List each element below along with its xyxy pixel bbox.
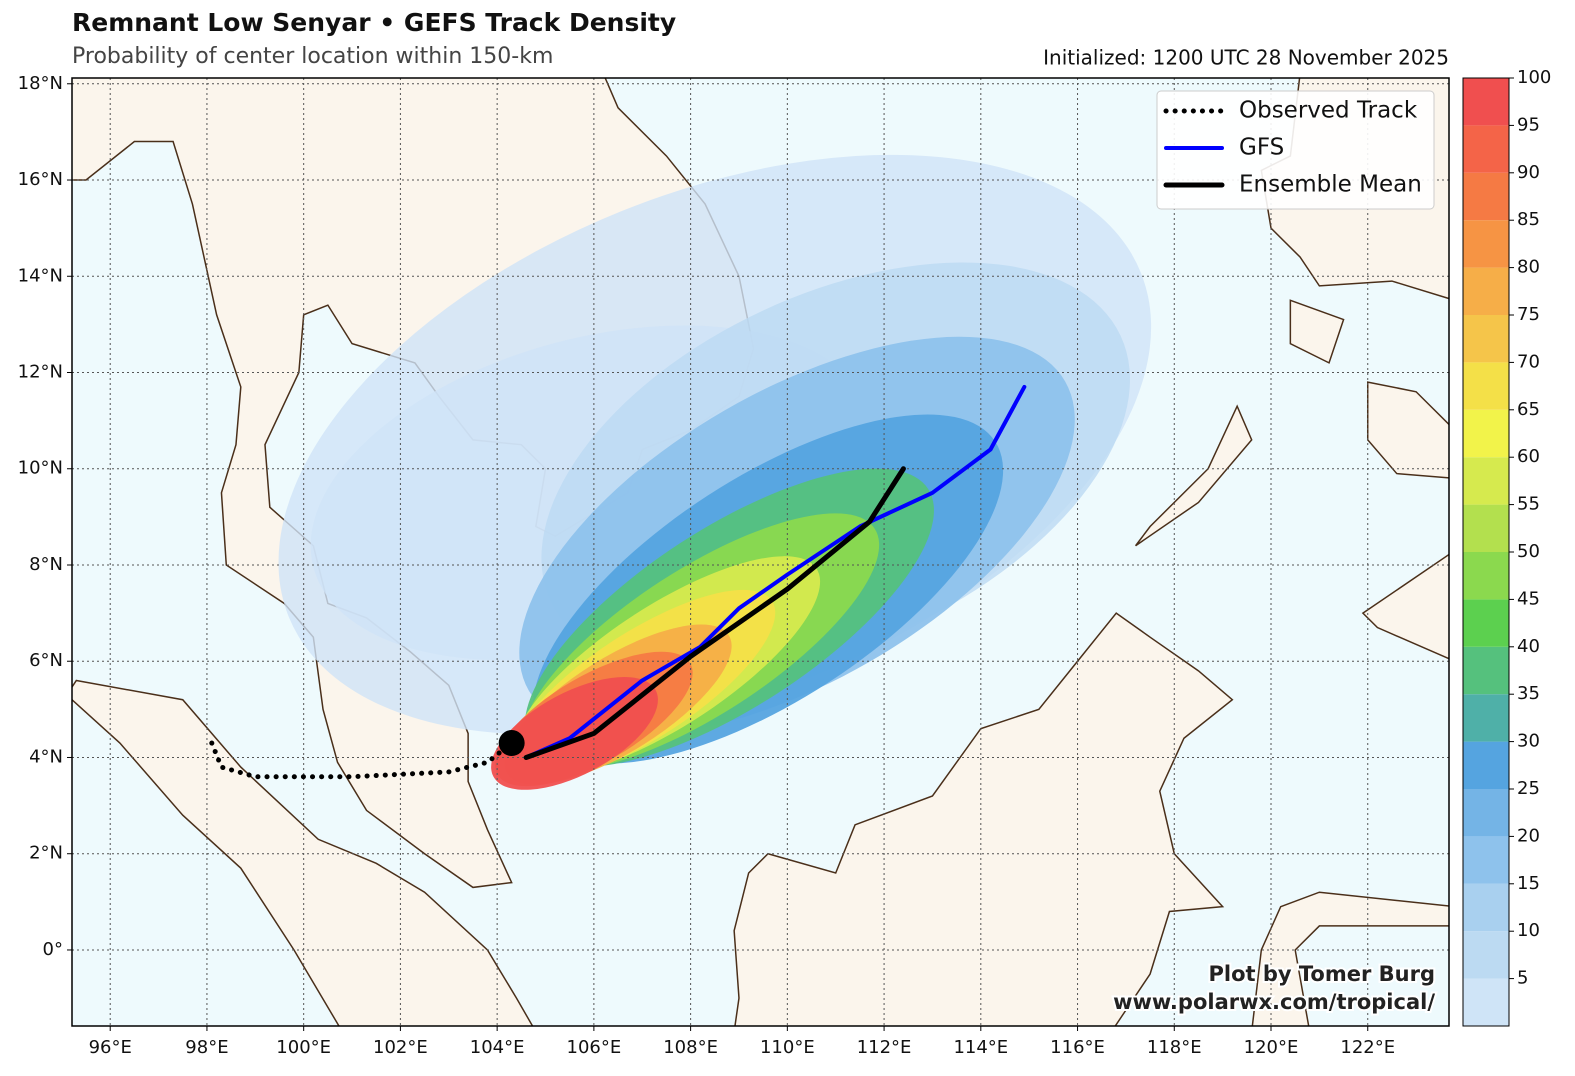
colorbar-bin: [1463, 362, 1509, 410]
colorbar-tick-label: 100: [1517, 67, 1551, 88]
legend-label: Ensemble Mean: [1239, 172, 1422, 198]
x-tick-label: 102°E: [373, 1037, 428, 1058]
y-tick-label: 8°N: [29, 554, 63, 575]
colorbar-bin: [1463, 504, 1509, 552]
colorbar-tick-label: 75: [1517, 304, 1540, 325]
colorbar-bin: [1463, 741, 1509, 789]
credit-url: www.polarwx.com/tropical/: [1113, 990, 1435, 1014]
colorbar-bin: [1463, 836, 1509, 884]
x-tick-label: 112°E: [857, 1037, 912, 1058]
chart-subtitle: Probability of center location within 15…: [72, 44, 553, 69]
colorbar-bin: [1463, 978, 1509, 1026]
colorbar-bin: [1463, 599, 1509, 647]
chart-title: Remnant Low Senyar • GEFS Track Density: [72, 8, 676, 37]
colorbar-bin: [1463, 125, 1509, 173]
x-tick-label: 108°E: [663, 1037, 718, 1058]
colorbar-tick-label: 25: [1517, 778, 1540, 799]
y-tick-label: 0°: [43, 939, 63, 960]
init-time: Initialized: 1200 UTC 28 November 2025: [1043, 46, 1449, 70]
y-tick-label: 4°N: [29, 746, 63, 767]
x-tick-label: 118°E: [1147, 1037, 1202, 1058]
landmass: [1134, 404, 1253, 547]
legend-box: [1156, 90, 1435, 210]
landmass: [733, 612, 1234, 1026]
x-tick-label: 110°E: [760, 1037, 815, 1058]
colorbar-bin: [1463, 931, 1509, 979]
colorbar-bin: [1463, 457, 1509, 505]
colorbar-tick-label: 90: [1517, 162, 1540, 183]
colorbar-bin: [1463, 78, 1509, 126]
y-tick-label: 14°N: [18, 265, 63, 286]
colorbar-bin: [1463, 172, 1509, 221]
x-tick-label: 104°E: [470, 1037, 525, 1058]
colorbar-bin: [1463, 646, 1509, 695]
colorbar-bin: [1463, 789, 1509, 837]
colorbar-tick-label: 50: [1517, 541, 1540, 562]
colorbar-bin: [1463, 267, 1509, 315]
track-line: [523, 466, 906, 760]
colorbar-bin: [1463, 694, 1509, 742]
legend-label: Observed Track: [1239, 98, 1418, 124]
colorbar-bin: [1463, 552, 1509, 600]
colorbar-bin: [1463, 409, 1509, 458]
colorbar-tick-label: 70: [1517, 351, 1540, 372]
y-tick-label: 16°N: [18, 169, 63, 190]
colorbar-bin: [1463, 315, 1509, 363]
x-tick-label: 96°E: [89, 1037, 132, 1058]
y-tick-label: 18°N: [18, 73, 63, 94]
current-position: [498, 730, 525, 757]
colorbar-tick-label: 40: [1517, 636, 1540, 657]
legend-label: GFS: [1239, 135, 1284, 161]
x-tick-label: 120°E: [1244, 1037, 1299, 1058]
x-tick-label: 116°E: [1050, 1037, 1105, 1058]
legend: Observed Track GFS Ensemble Mean: [1156, 90, 1435, 210]
colorbar-tick-label: 60: [1517, 446, 1540, 467]
y-tick-label: 10°N: [18, 458, 63, 479]
colorbar-tick-label: 5: [1517, 968, 1528, 989]
track-line: [524, 384, 1027, 760]
colorbar-tick-label: 45: [1517, 588, 1540, 609]
landmass: [1289, 299, 1345, 364]
colorbar: 5 10 15 20 25 30 35 40 45 50 55 60 65 70 75 80 85 90 95 100: [1462, 67, 1551, 1027]
colorbar-tick-label: 65: [1517, 399, 1540, 420]
colorbar-tick-label: 35: [1517, 683, 1540, 704]
x-tick-label: 122°E: [1340, 1037, 1395, 1058]
colorbar-tick-label: 15: [1517, 873, 1540, 894]
axes: 96°E 98°E 100°E 102°E 104°E 106°E 108°E 110°E 11…: [18, 73, 1395, 1058]
x-tick-label: 106°E: [567, 1037, 622, 1058]
colorbar-tick-label: 55: [1517, 494, 1540, 515]
credit: Plot by Tomer Burg: [1209, 962, 1436, 986]
landmass: [1361, 553, 1449, 660]
y-tick-label: 6°N: [29, 650, 63, 671]
x-tick-label: 114°E: [953, 1037, 1008, 1058]
map-frame: [71, 77, 1450, 1027]
colorbar-tick-label: 80: [1517, 257, 1540, 278]
y-tick-label: 12°N: [18, 362, 63, 383]
colorbar-tick-label: 20: [1517, 825, 1540, 846]
y-tick-label: 2°N: [29, 843, 63, 864]
tracks: [209, 384, 1027, 780]
colorbar-tick-label: 95: [1517, 114, 1540, 135]
colorbar-tick-label: 30: [1517, 731, 1540, 752]
x-tick-label: 100°E: [276, 1037, 331, 1058]
colorbar-tick-label: 85: [1517, 209, 1540, 230]
colorbar-bin: [1463, 883, 1509, 932]
x-tick-label: 98°E: [185, 1037, 228, 1058]
colorbar-bin: [1463, 220, 1509, 268]
colorbar-tick-label: 10: [1517, 920, 1540, 941]
grid: [72, 78, 1449, 1026]
track-line: [209, 740, 515, 780]
